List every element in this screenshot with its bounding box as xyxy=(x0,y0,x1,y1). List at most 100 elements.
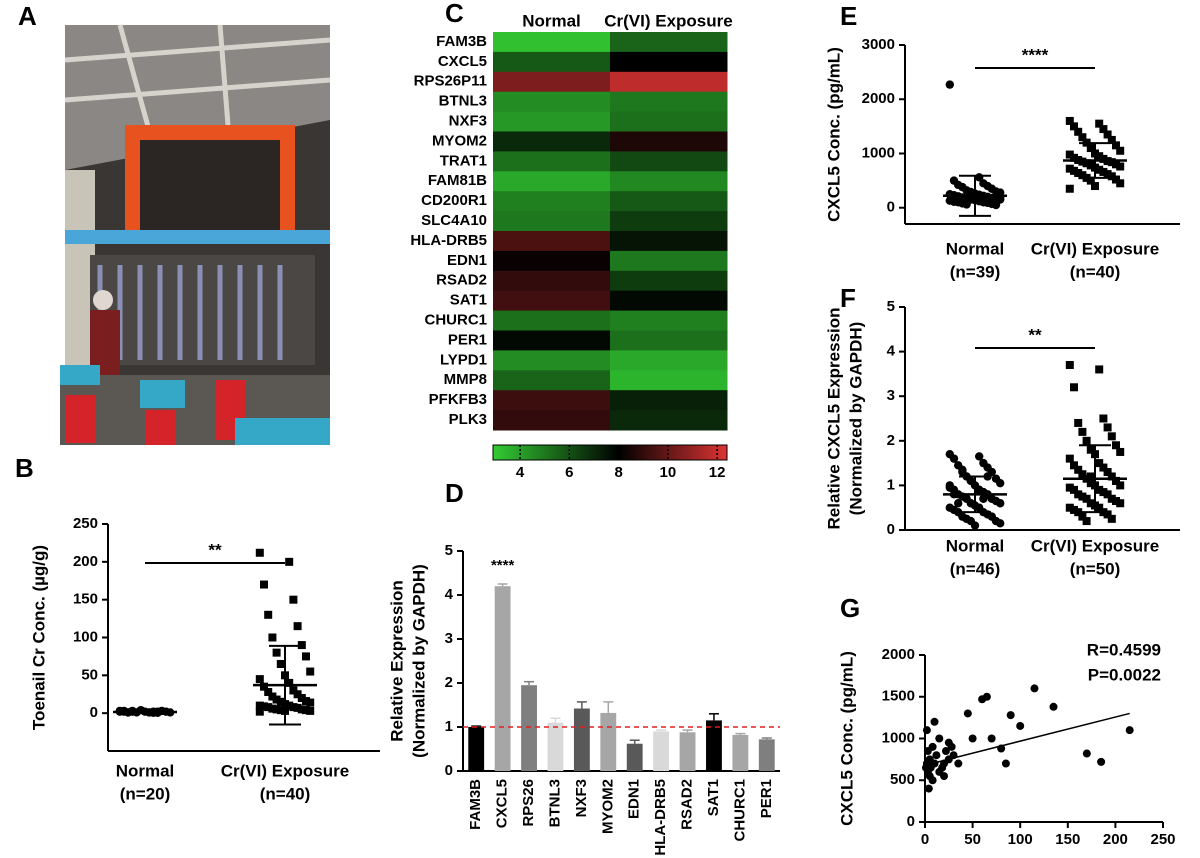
x-tick-label: Cr(VI) Exposure xyxy=(1031,536,1159,555)
x-tick-label: 100 xyxy=(1008,831,1033,848)
y-tick-label: 0 xyxy=(887,199,895,216)
bar xyxy=(706,720,722,771)
data-point xyxy=(1070,166,1078,175)
x-tick-label: Normal xyxy=(116,761,175,780)
annotation: **** xyxy=(491,557,515,574)
x-tick-label: EDN1 xyxy=(626,779,643,819)
x-tick-label: NXF3 xyxy=(573,779,590,817)
data-point xyxy=(1070,485,1078,494)
data-point xyxy=(1099,154,1108,163)
data-point xyxy=(1112,175,1120,184)
row-label: FAM81B xyxy=(428,172,487,189)
y-tick-label: 150 xyxy=(73,591,98,608)
data-point xyxy=(276,706,285,715)
data-point xyxy=(1070,383,1078,392)
data-point xyxy=(1103,130,1112,139)
data-point xyxy=(1030,684,1039,693)
data-point xyxy=(1107,158,1116,167)
data-point xyxy=(1065,116,1074,125)
heatmap-cell xyxy=(493,330,611,351)
data-point xyxy=(1107,472,1116,481)
y-tick-label: 0 xyxy=(887,521,895,538)
y-tick-label: 2000 xyxy=(862,90,895,107)
row-label: EDN1 xyxy=(447,252,487,269)
data-point xyxy=(297,641,306,650)
row-label: SLC4A10 xyxy=(421,212,487,229)
data-point xyxy=(1070,505,1078,514)
data-point xyxy=(962,200,971,209)
y-tick-label: 1500 xyxy=(882,688,915,705)
x-tick-label: CXCL5 xyxy=(494,779,511,828)
data-point xyxy=(1065,483,1074,492)
data-point xyxy=(1116,179,1125,188)
y-tick-label: 2 xyxy=(445,674,453,691)
data-point xyxy=(255,707,264,716)
x-tick-label: FAM3B xyxy=(467,779,484,830)
heatmap-cell xyxy=(493,310,611,331)
y-axis-label: CXCL5 Conc. (pg/mL) xyxy=(837,651,856,826)
data-point xyxy=(924,784,933,793)
x-tick-label: Cr(VI) Exposure xyxy=(1031,239,1159,258)
data-point xyxy=(1112,141,1120,150)
data-point xyxy=(1078,427,1087,436)
bar xyxy=(573,708,590,771)
data-point xyxy=(954,759,963,768)
data-point xyxy=(975,485,984,495)
column-label: Normal xyxy=(522,11,581,30)
data-point xyxy=(268,692,277,701)
data-point xyxy=(996,519,1005,528)
row-label: CD200R1 xyxy=(421,192,487,209)
data-point xyxy=(293,703,302,712)
data-point xyxy=(1070,153,1078,162)
heatmap-cell xyxy=(610,211,728,232)
x-tick-label: 200 xyxy=(1103,831,1128,848)
y-tick-label: 1 xyxy=(887,476,895,493)
data-point xyxy=(306,706,315,715)
data-point xyxy=(1078,492,1087,501)
y-tick-label: 0 xyxy=(445,762,453,779)
data-point xyxy=(272,705,281,714)
photo xyxy=(60,24,331,445)
heatmap-cell xyxy=(493,250,611,272)
data-point xyxy=(923,747,932,756)
data-point xyxy=(1074,418,1083,427)
row-label: NXF3 xyxy=(449,113,487,130)
x-tick-label: (n=50) xyxy=(1070,559,1121,578)
y-tick-label: 4 xyxy=(887,343,896,360)
data-point xyxy=(1107,514,1116,523)
data-point xyxy=(260,580,268,589)
data-point xyxy=(264,703,273,712)
x-tick-label: (n=46) xyxy=(950,559,1001,578)
heatmap-cell xyxy=(493,111,611,132)
heatmap-cell xyxy=(610,191,728,212)
x-tick-label: (n=40) xyxy=(260,784,311,803)
colorbar-tick-label: 10 xyxy=(660,464,677,481)
data-point xyxy=(949,454,959,463)
data-point xyxy=(1078,470,1087,479)
data-point xyxy=(1091,182,1099,191)
y-tick-label: 1000 xyxy=(882,729,915,746)
x-tick-label: Normal xyxy=(946,239,1005,258)
x-tick-label: 0 xyxy=(921,831,929,848)
heatmap-cell xyxy=(493,290,611,312)
x-tick-label: BTNL3 xyxy=(546,779,563,827)
data-point xyxy=(1116,447,1125,456)
row-label: RSAD2 xyxy=(436,272,487,289)
x-tick-label: Cr(VI) Exposure xyxy=(221,761,349,780)
data-point xyxy=(975,452,984,461)
data-point xyxy=(302,706,310,715)
heatmap-cell xyxy=(493,191,611,212)
heatmap-cell xyxy=(610,51,728,73)
heatmap-cell xyxy=(610,370,728,391)
colorbar xyxy=(492,444,728,461)
y-tick-label: 3 xyxy=(445,630,453,647)
data-point xyxy=(1099,125,1108,134)
data-point xyxy=(1116,146,1125,155)
data-point xyxy=(272,648,281,657)
colorbar-tick-label: 12 xyxy=(709,464,726,481)
y-tick-label: 100 xyxy=(73,628,98,645)
data-point xyxy=(968,734,977,743)
y-axis-label: CXCL5 Conc. (pg/mL) xyxy=(824,47,843,222)
data-point xyxy=(1099,463,1108,472)
data-point xyxy=(276,659,285,668)
